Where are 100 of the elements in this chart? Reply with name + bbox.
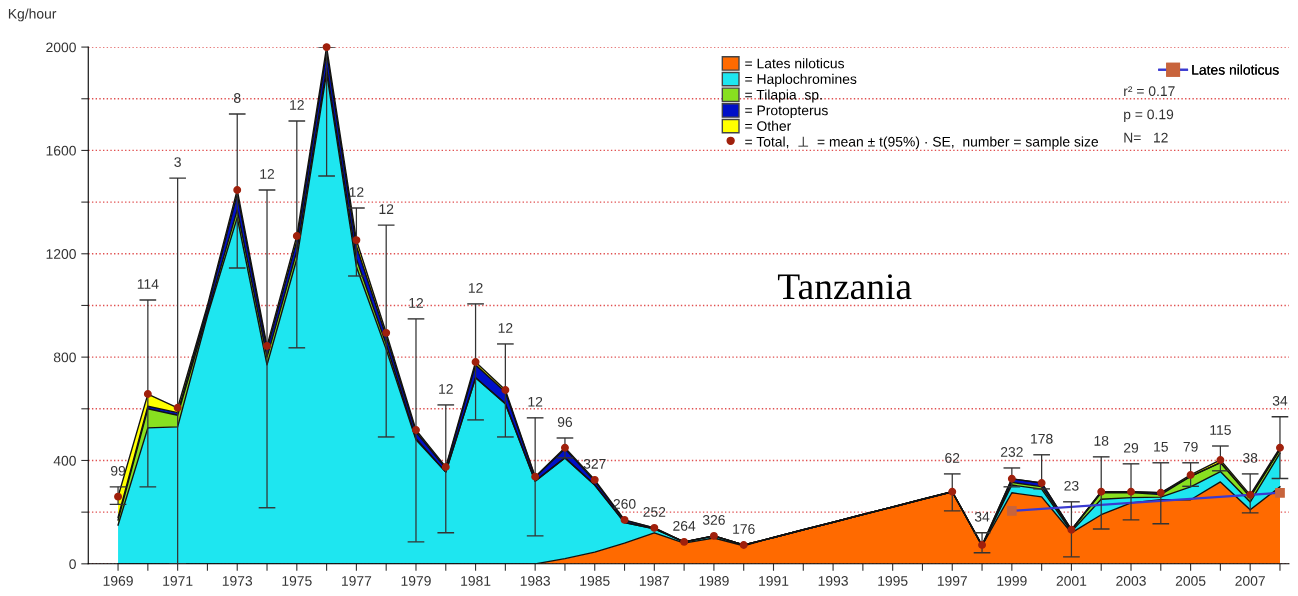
point [173, 403, 182, 412]
point [263, 342, 271, 350]
point [620, 515, 629, 524]
x-tick-label: 1987 [639, 575, 670, 586]
x-tick-label: 2007 [1235, 575, 1265, 586]
annotation: 15 [1154, 442, 1168, 452]
annotation: 327 [583, 458, 606, 469]
point [590, 475, 599, 484]
text: Tanzania [777, 274, 912, 300]
legend-label: = Haplochromines [745, 73, 857, 87]
annotation: 326 [702, 515, 725, 525]
point [1156, 488, 1165, 497]
point [531, 472, 540, 481]
point [292, 231, 301, 240]
annotation: 12 [349, 187, 364, 197]
x-tick-label: 1991 [759, 575, 789, 586]
point [739, 541, 748, 549]
x-tick-label: 1973 [222, 575, 253, 586]
annotation: 38 [1242, 452, 1258, 463]
y-tick-label: 1600 [46, 145, 76, 156]
x-tick-label: 1979 [401, 575, 431, 586]
x-tick-label: 1969 [103, 575, 133, 586]
x-tick-label: 1981 [461, 575, 491, 586]
x-tick-label: 1993 [818, 575, 848, 586]
point [114, 492, 123, 501]
annotation: 23 [1064, 480, 1079, 491]
x-tick-label: 2005 [1175, 575, 1206, 586]
annotation: p = 0.19 [1124, 109, 1174, 123]
point [560, 443, 569, 452]
annotation: 99 [110, 465, 126, 476]
legend-label: = Total, ⊥ = mean ± t(95%) · SE, number = sample size [745, 136, 1099, 150]
annotation: 12 [498, 323, 513, 333]
annotation: 96 [557, 417, 573, 427]
point [412, 426, 420, 434]
annotation: 12 [379, 204, 394, 214]
point [352, 236, 361, 245]
legend-label: = Lates niloticus [745, 58, 845, 69]
point [233, 186, 242, 194]
point [1216, 456, 1225, 464]
annotation: 12 [409, 297, 424, 308]
x-tick-label: 1971 [163, 575, 193, 586]
annotation: 12 [468, 282, 483, 293]
point [709, 531, 718, 540]
x-tick-label: 2003 [1116, 575, 1146, 586]
point [1007, 474, 1016, 483]
annotation: 232 [1000, 447, 1023, 457]
legend-label: = Tilapia sp. [745, 89, 822, 103]
annotation: r² = 0.17 [1124, 86, 1175, 97]
x-tick-label: 1977 [342, 575, 372, 586]
annotation: 3 [174, 157, 181, 167]
point [441, 462, 450, 471]
annotation: 178 [1031, 433, 1053, 444]
annotation: 18 [1094, 435, 1109, 446]
point [382, 328, 391, 337]
x-tick-label: 1995 [878, 575, 908, 586]
annotation: 12 [290, 100, 304, 110]
x-tick-label: 1985 [580, 575, 610, 586]
x-tick-label: 1975 [282, 575, 312, 586]
annotation: 34 [974, 511, 990, 522]
point [978, 541, 987, 549]
annotation: 264 [673, 520, 696, 531]
y-tick-label: 800 [53, 352, 76, 363]
y-tick-label: 1200 [46, 249, 76, 259]
point [1186, 470, 1195, 479]
x-tick-label: 1983 [520, 575, 550, 586]
annotation: 62 [945, 452, 960, 463]
legend-label: Lates niloticus [1192, 64, 1279, 75]
annotation: 115 [1210, 425, 1231, 435]
point [1067, 525, 1076, 534]
annotation: 12 [260, 169, 275, 179]
point [143, 390, 152, 399]
point [501, 385, 510, 394]
point [948, 487, 957, 496]
y-tick-label: 0 [69, 559, 76, 569]
legend-label: = Protopterus [745, 105, 828, 119]
point [1127, 487, 1135, 496]
point [1276, 443, 1284, 452]
y-tick-label: 2000 [46, 42, 76, 53]
point [1097, 487, 1106, 496]
annotation: 8 [233, 93, 241, 103]
x-tick-label: 1997 [937, 575, 968, 586]
annotation: 34 [1272, 395, 1288, 406]
x-tick-label: 1989 [699, 575, 729, 586]
legend-label: = Other [745, 120, 792, 131]
annotation: 12 [528, 396, 543, 407]
annotation: 260 [613, 498, 636, 509]
y-tick-label: 400 [53, 455, 76, 466]
annotation: 114 [137, 279, 159, 289]
annotation: 252 [643, 506, 666, 517]
annotation: 12 [439, 384, 453, 394]
point [650, 523, 659, 532]
annotation: 79 [1183, 441, 1198, 452]
point [322, 43, 331, 52]
y-axis-title: Kg/hour [8, 8, 57, 22]
annotation: N= 12 [1124, 132, 1168, 143]
point [1246, 490, 1255, 499]
annotation: 176 [733, 524, 755, 534]
point [471, 358, 480, 366]
point [680, 537, 689, 546]
annotation: 29 [1123, 442, 1139, 453]
